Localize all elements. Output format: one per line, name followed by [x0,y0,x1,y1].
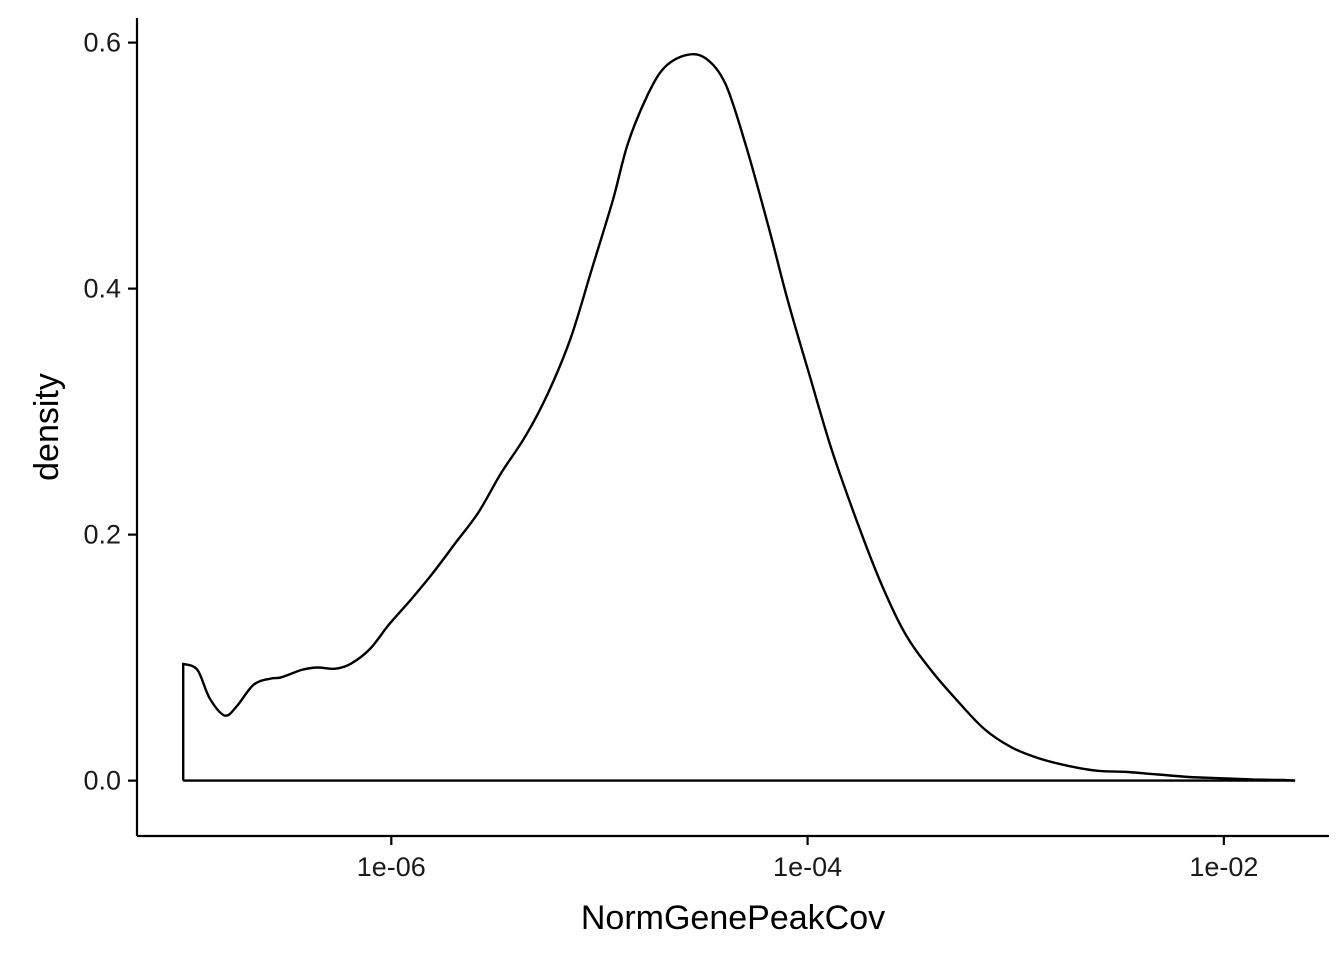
x-axis-title: NormGenePeakCov [581,899,885,937]
x-tick-label: 1e-06 [357,852,426,882]
x-axis: 1e-06 1e-04 1e-02 [137,834,1329,882]
density-curve [182,52,1296,782]
x-tick-label: 1e-04 [773,852,842,882]
x-tick-label: 1e-02 [1189,852,1258,882]
y-axis: 0.0 0.2 0.4 0.6 [83,18,139,836]
y-tick-label: 0.4 [83,274,121,304]
y-tick-label: 0.2 [83,520,121,550]
y-axis-title: density [28,373,66,481]
y-tick-label: 0.6 [83,28,121,58]
y-tick-label: 0.0 [83,766,121,796]
